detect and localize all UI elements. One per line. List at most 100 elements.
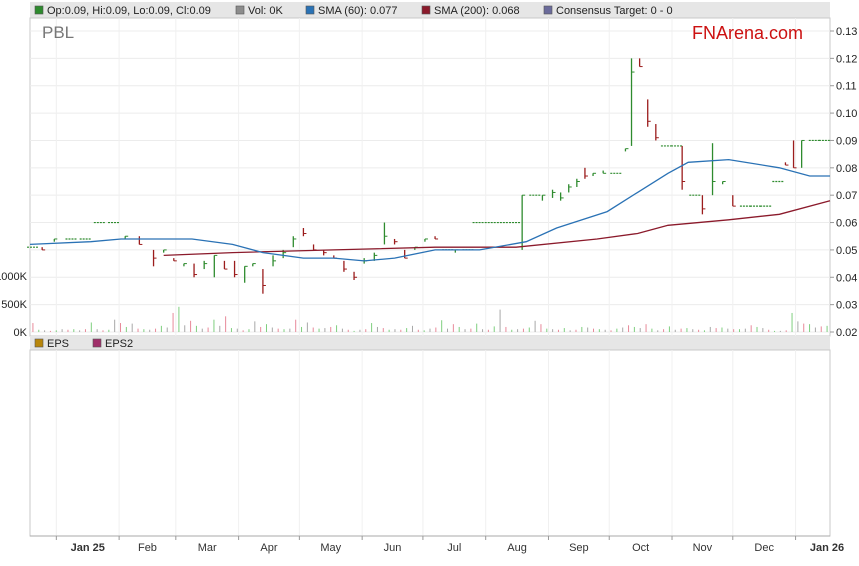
volume-bar <box>230 328 232 332</box>
volume-bar <box>195 325 197 332</box>
volume-bar <box>534 320 536 332</box>
price-bar <box>152 249 157 267</box>
legend-item-volume[interactable]: Vol: 0K <box>235 5 284 17</box>
volume-bar <box>797 321 799 332</box>
y-tick-label: 0.04 <box>836 272 857 284</box>
price-bar <box>193 263 198 278</box>
volume-bar <box>406 328 408 332</box>
eps-legend: EPS EPS2 <box>34 338 133 350</box>
price-bar <box>353 271 358 281</box>
volume-bar <box>125 326 127 332</box>
legend-label-consensus: Consensus Target: 0 - 0 <box>556 5 673 17</box>
price-bar <box>638 58 643 68</box>
price-bar <box>722 181 726 185</box>
price-bar <box>223 260 228 270</box>
x-tick-label: Feb <box>138 542 157 554</box>
volume-bar <box>417 329 419 332</box>
volume-bar <box>528 327 530 332</box>
y-tick-label: 0.07 <box>836 190 857 202</box>
volume-bar <box>546 328 548 332</box>
volume-bar <box>394 329 396 332</box>
volume-bar <box>201 328 203 332</box>
legend-item-sma60[interactable]: SMA (60): 0.077 <box>305 5 398 17</box>
price-bar <box>732 195 736 207</box>
price-bar <box>424 238 428 242</box>
volume-bar <box>108 329 110 332</box>
y-tick-label: 0.06 <box>836 218 857 230</box>
x-tick-label: Nov <box>693 542 713 554</box>
legend-item-consensus[interactable]: Consensus Target: 0 - 0 <box>543 5 673 17</box>
volume-bar <box>814 327 816 332</box>
volume-bar <box>324 328 326 332</box>
price-bar <box>53 238 58 242</box>
price-bar <box>138 236 143 245</box>
legend-item-eps[interactable]: EPS <box>34 338 69 350</box>
volume-bar <box>505 326 507 332</box>
price-bar <box>404 249 408 259</box>
price-plot-area <box>29 17 831 337</box>
volume-bar <box>680 328 682 332</box>
price-bar <box>701 195 706 215</box>
volume-bar <box>120 323 122 332</box>
legend-swatch-eps <box>34 338 44 348</box>
volume-bar <box>686 328 688 332</box>
volume-bar <box>336 325 338 332</box>
volume-bar <box>482 329 484 332</box>
y-tick-label: 0.02 <box>836 327 857 339</box>
y-tick-label: 0.03 <box>836 300 857 312</box>
volume-bar <box>464 329 466 332</box>
volume-bar <box>569 330 571 332</box>
volume-bar <box>809 324 811 332</box>
volume-bar <box>493 326 495 332</box>
volume-bar <box>452 324 454 332</box>
volume-bar <box>715 328 717 332</box>
volume-bar <box>756 326 758 332</box>
volume-bar <box>429 328 431 332</box>
volume-bar <box>248 329 250 332</box>
legend-swatch-ohlc <box>34 5 44 15</box>
volume-bar <box>674 329 676 332</box>
top-legend: Op:0.09, Hi:0.09, Lo:0.09, Cl:0.09 Vol: … <box>34 5 673 17</box>
volume-bar <box>289 328 291 332</box>
volume-bar <box>265 324 267 332</box>
price-bar <box>592 172 597 177</box>
volume-bar <box>73 329 75 332</box>
price-bar <box>292 236 297 248</box>
price-bar <box>41 247 46 251</box>
volume-bar <box>441 320 443 332</box>
volume-bar <box>738 329 740 332</box>
volume-bar <box>435 327 437 332</box>
volume-label-0k: 0K <box>14 327 28 339</box>
volume-bar <box>639 328 641 332</box>
volume-bar <box>79 330 81 332</box>
x-tick-label: Dec <box>754 542 774 554</box>
price-bar <box>681 145 686 190</box>
volume-bar <box>610 330 612 332</box>
price-bar <box>541 194 546 201</box>
volume-bar <box>190 320 192 332</box>
price-bar <box>233 260 238 278</box>
vertical-gridlines <box>55 18 797 336</box>
volume-bar <box>540 324 542 332</box>
volume-axis: 1000K 500K 0K <box>0 271 28 339</box>
price-bar <box>262 269 266 294</box>
volume-bar <box>552 329 554 332</box>
volume-bar <box>575 329 577 332</box>
volume-bar <box>563 328 565 332</box>
legend-label-eps: EPS <box>47 338 69 350</box>
legend-swatch-eps2 <box>92 338 102 348</box>
legend-item-sma200[interactable]: SMA (200): 0.068 <box>421 5 520 17</box>
price-bar <box>244 265 248 283</box>
volume-bar <box>388 329 390 332</box>
volume-bar <box>254 321 256 332</box>
legend-label-volume: Vol: 0K <box>248 5 284 17</box>
volume-bar <box>750 325 752 332</box>
volume-bar <box>622 327 624 332</box>
volume-bar <box>283 329 285 332</box>
volume-label-1000k: 1000K <box>0 271 28 283</box>
legend-item-eps2[interactable]: EPS2 <box>92 338 133 350</box>
price-bar <box>203 260 208 270</box>
legend-item-ohlc[interactable]: Op:0.09, Hi:0.09, Lo:0.09, Cl:0.09 <box>34 5 211 17</box>
volume-bar <box>476 323 478 332</box>
volume-bar <box>458 326 460 332</box>
